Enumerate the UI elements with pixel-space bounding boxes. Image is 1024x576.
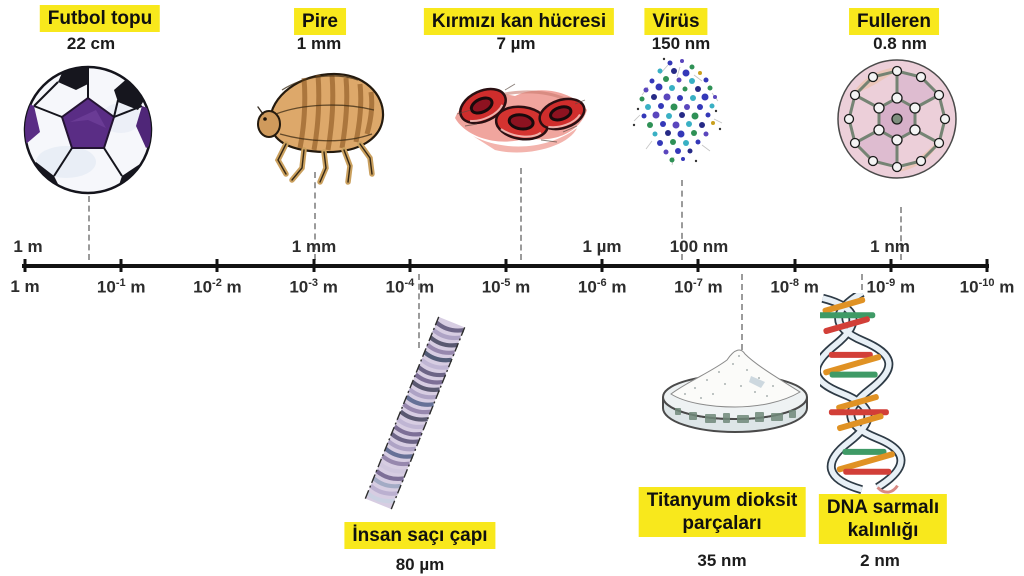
axis-tick-mark	[119, 259, 123, 272]
label-virus: Virüs	[644, 8, 708, 36]
axis-tick-mark	[408, 259, 412, 272]
axis-upper-label: 1 µm	[582, 237, 622, 256]
axis-tick-mark	[600, 259, 604, 272]
axis-tick-label: 10-9 m	[866, 277, 916, 297]
size-kirmizi-kan-hucresi: 7 µm	[496, 34, 536, 53]
size-fulleren: 0.8 nm	[873, 34, 927, 53]
axis-tick-label: 10-5 m	[481, 277, 531, 297]
flea-illustration	[257, 72, 385, 185]
size-futbol-topu: 22 cm	[66, 34, 116, 53]
axis-tick-label: 10-6 m	[577, 277, 627, 297]
axis-tick-label: 10-10 m	[959, 277, 1015, 297]
label-futbol-topu: Futbol topu	[39, 5, 161, 33]
red-blood-cells-illustration	[455, 83, 587, 153]
label-line: DNA sarmalı	[826, 497, 940, 518]
label-fulleren: Fulleren	[849, 8, 939, 36]
axis-tick-mark	[312, 259, 316, 272]
dna-helix-illustration	[820, 293, 906, 494]
axis-upper-label: 1 mm	[291, 237, 337, 256]
size-dna-sarmali: 2 nm	[860, 551, 900, 570]
axis-tick-mark	[793, 259, 797, 272]
axis-tick-mark	[889, 259, 893, 272]
label-titanyum-dioksit: Titanyum dioksit parçaları	[638, 487, 806, 538]
label-line: Titanyum dioksit	[646, 490, 798, 511]
connector-fulleren	[900, 207, 902, 260]
size-virus: 150 nm	[651, 34, 711, 53]
axis-tick-label: 1 m	[10, 277, 40, 296]
axis-tick-mark	[696, 259, 700, 272]
connector-pire	[314, 172, 316, 260]
size-pire: 1 mm	[296, 34, 342, 53]
axis-tick-label: 10-7 m	[674, 277, 723, 297]
soccer-ball-illustration	[23, 65, 153, 195]
axis-tick-mark	[23, 259, 27, 272]
connector-kirmizi-kan-hucresi	[520, 168, 522, 260]
connector-titanyum-dioksit	[741, 274, 743, 350]
axis-tick-label: 10-3 m	[289, 277, 338, 297]
label-line: kalınlığı	[847, 520, 919, 542]
axis-tick-mark	[504, 259, 508, 272]
size-titanyum-dioksit: 35 nm	[697, 551, 747, 570]
titanium-dioxide-dish-illustration	[662, 349, 808, 433]
label-line: İnsan saçı çapı	[352, 525, 488, 546]
label-insan-saci-capi: İnsan saçı çapı	[344, 522, 496, 550]
axis-tick-label: 10-2 m	[193, 277, 242, 297]
axis-tick-label: 10-8 m	[770, 277, 819, 297]
label-line: parçaları	[682, 513, 762, 535]
connector-futbol-topu	[88, 196, 90, 260]
axis-upper-label: 1 m	[13, 237, 43, 256]
label-dna-sarmali: DNA sarmalı kalınlığı	[818, 494, 948, 545]
axis-upper-label: 100 nm	[669, 237, 729, 256]
axis-upper-label: 1 nm	[870, 237, 910, 256]
connector-dna-sarmali	[861, 274, 863, 300]
label-pire: Pire	[294, 8, 346, 36]
connector-virus	[681, 180, 683, 260]
axis-tick-label: 10-1 m	[96, 277, 146, 297]
axis-tick-mark	[215, 259, 219, 272]
connector-insan-saci	[418, 274, 420, 348]
size-insan-saci-capi: 80 µm	[395, 555, 445, 574]
human-hair-illustration	[364, 316, 466, 510]
fullerene-illustration	[837, 59, 957, 179]
label-kirmizi-kan-hucresi: Kırmızı kan hücresi	[423, 8, 615, 36]
axis-tick-label: 10-4 m	[385, 277, 435, 297]
axis-tick-mark	[985, 259, 989, 272]
virus-illustration	[632, 57, 723, 166]
